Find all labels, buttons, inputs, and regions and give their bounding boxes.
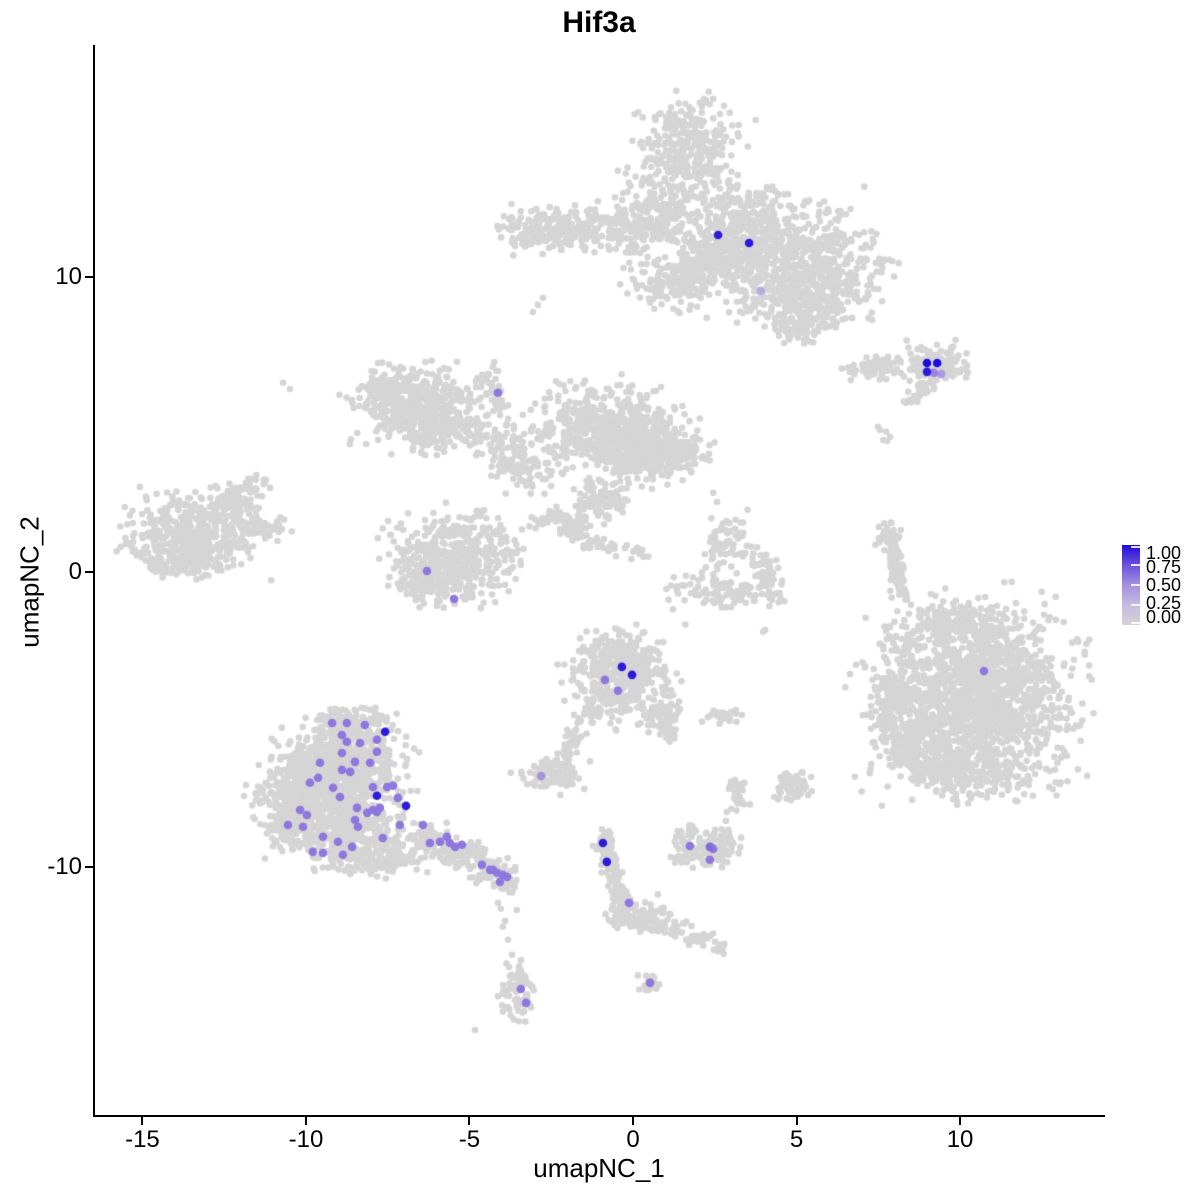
x-tick-label: 0 — [626, 1126, 640, 1153]
x-tick-label: 5 — [789, 1126, 804, 1153]
legend-label-0.75: 0.75 — [1146, 557, 1182, 577]
y-tick-mark — [85, 570, 93, 573]
x-tick-mark — [141, 1117, 144, 1125]
legend-bar-tick — [1131, 604, 1140, 606]
legend-bar-tick — [1131, 584, 1140, 586]
x-tick-mark — [795, 1117, 798, 1125]
legend-bar-tick — [1131, 622, 1140, 624]
y-axis-title-text: umapNC_2 — [14, 516, 45, 648]
expression-legend: 1.00 0.75 0.50 0.25 0.00 — [1120, 543, 1200, 629]
x-tick-mark — [468, 1117, 471, 1125]
x-axis-title: umapNC_1 — [533, 1153, 665, 1183]
legend-label-1.00: 1.00 — [1146, 543, 1182, 563]
x-tick-mark — [959, 1117, 962, 1125]
legend-label-0.00: 0.00 — [1146, 607, 1182, 627]
x-tick-mark — [632, 1117, 634, 1125]
plot-title: Hif3a — [562, 6, 636, 39]
x-tick-label: -10 — [288, 1126, 324, 1153]
y-tick-label: 10 — [55, 262, 82, 290]
legend-label-0.50: 0.50 — [1146, 575, 1182, 595]
y-tick-mark — [85, 865, 93, 868]
y-axis-line — [93, 45, 95, 1117]
legend-bar-tick — [1131, 546, 1140, 548]
legend-label-0.25: 0.25 — [1146, 593, 1182, 613]
y-tick-mark — [85, 275, 93, 278]
x-axis-line — [93, 1115, 1105, 1117]
x-tick-label: -5 — [458, 1126, 481, 1153]
legend-bar-tick — [1131, 564, 1140, 566]
y-tick-label: 0 — [68, 557, 82, 585]
scatter-plot-canvas — [95, 45, 1103, 1115]
y-tick-label: -10 — [47, 852, 82, 880]
x-tick-label: 10 — [946, 1126, 974, 1153]
x-tick-mark — [304, 1117, 307, 1125]
x-tick-label: -15 — [125, 1126, 160, 1153]
